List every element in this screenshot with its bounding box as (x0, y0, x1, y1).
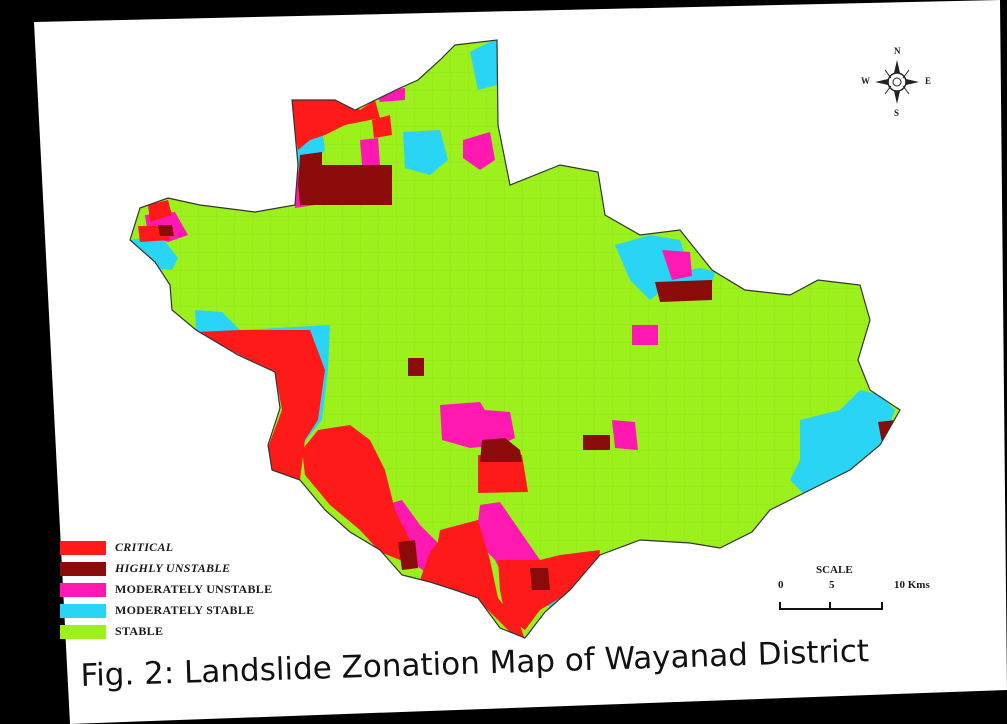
legend-item-moderately-stable: MODERATELY STABLE (60, 600, 360, 621)
zones-critical (138, 95, 600, 638)
legend-swatch-moderately-unstable (60, 582, 106, 597)
legend-label-critical: CRITICAL (115, 540, 174, 554)
map-legend: CRITICAL HIGHLY UNSTABLE MODERATELY UNST… (60, 537, 360, 642)
compass-south-label: S (894, 108, 900, 118)
compass-east-label: E (925, 76, 932, 86)
legend-item-highly-unstable: HIGHLY UNSTABLE (60, 558, 360, 579)
scale-tick-10: 10 Kms (894, 579, 930, 591)
legend-item-critical: CRITICAL (60, 537, 360, 558)
legend-label-moderately-unstable: MODERATELY UNSTABLE (115, 582, 273, 596)
legend-label-highly-unstable: HIGHLY UNSTABLE (115, 561, 231, 575)
legend-swatch-stable (60, 624, 106, 639)
scale-bar-line (779, 602, 883, 610)
scale-bar: SCALE 0 5 10 Kms (772, 564, 932, 624)
legend-swatch-moderately-stable (60, 603, 106, 618)
scale-title: SCALE (816, 564, 853, 576)
compass-rose-icon (875, 60, 919, 104)
scale-bar-midtick (829, 602, 831, 610)
scale-tick-0: 0 (778, 579, 784, 591)
compass-north-label: N (894, 46, 901, 56)
legend-swatch-critical (60, 540, 106, 555)
scale-tick-5: 5 (829, 579, 835, 591)
compass-west-label: W (861, 76, 870, 86)
legend-label-stable: STABLE (115, 624, 164, 638)
legend-item-moderately-unstable: MODERATELY UNSTABLE (60, 579, 360, 600)
legend-label-moderately-stable: MODERATELY STABLE (115, 603, 255, 617)
legend-swatch-highly-unstable (60, 561, 106, 576)
legend-item-stable: STABLE (60, 621, 360, 642)
